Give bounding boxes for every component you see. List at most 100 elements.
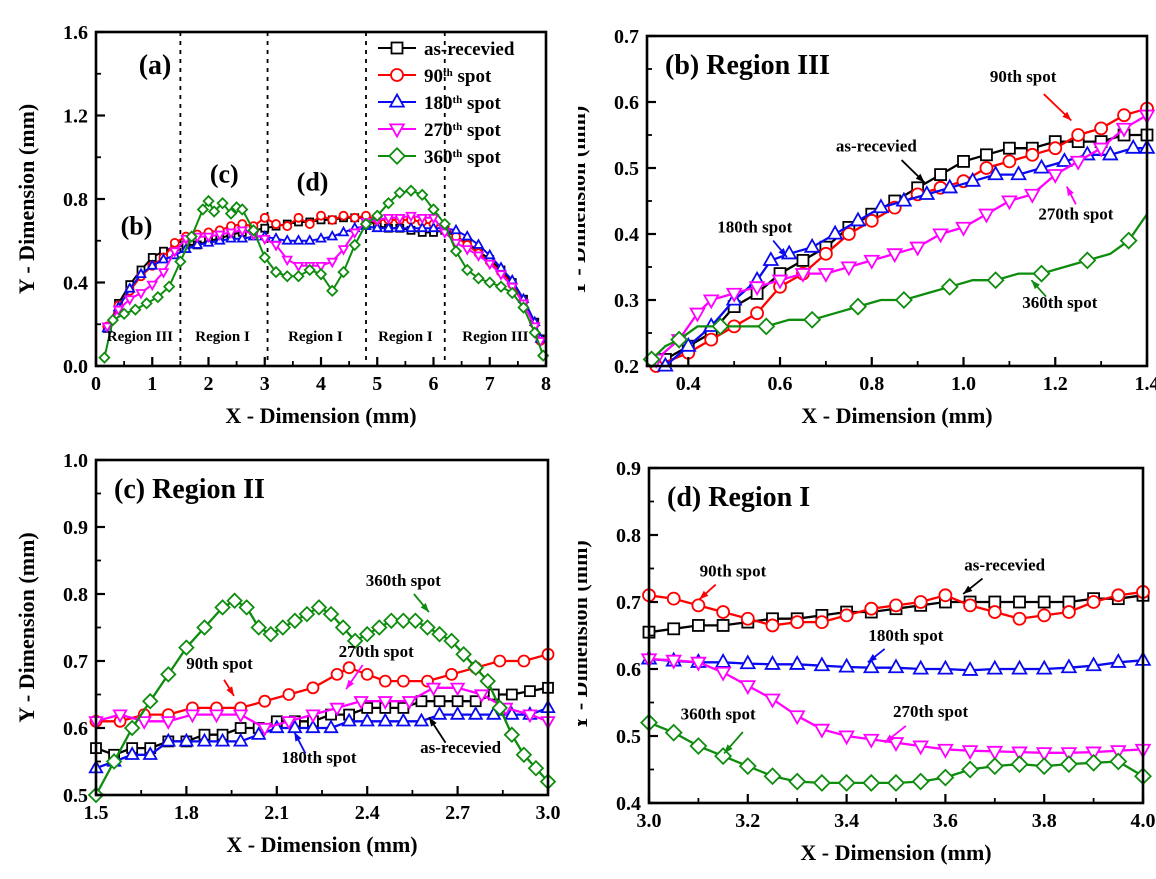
panel-b: 0.4 0.6 0.8 1.0 1.2 1.4 0.2 0.3 0.4 0.5 0.6 0.7 X - … (565, 0, 1156, 445)
triangle-down-marker (748, 281, 766, 297)
triangle-down-marker (887, 737, 905, 753)
circle-marker (1111, 588, 1126, 603)
triangle-up-marker (1010, 165, 1027, 181)
circle-marker (979, 161, 994, 175)
square-marker (1037, 595, 1051, 609)
diamond-marker (449, 245, 463, 258)
square-marker (716, 619, 730, 632)
triangle-down-marker (146, 280, 159, 292)
triangle-up-marker (1085, 656, 1102, 672)
y-tick-label: 0.7 (63, 651, 88, 673)
triangle-down-marker (388, 123, 406, 139)
diamond-marker (837, 773, 856, 792)
series-360th-spot (87, 592, 557, 804)
triangle-up-marker (292, 234, 305, 245)
triangle-up-marker (838, 657, 855, 673)
diamond-marker (1035, 757, 1054, 776)
triangle-up-marker (1109, 652, 1127, 668)
diamond-marker (1119, 231, 1138, 250)
triangle-up-marker (196, 732, 213, 747)
triangle-up-marker (937, 659, 954, 675)
triangle-down-marker (112, 709, 128, 724)
circle-marker (259, 212, 270, 223)
circle-marker (938, 588, 953, 603)
y-tick-label: 0.9 (616, 458, 641, 480)
legend-item-as-recevied: as-recevied (378, 39, 515, 60)
diamond-marker (174, 255, 187, 268)
triangle-up-marker (1101, 145, 1119, 161)
diamond-marker (1078, 251, 1097, 270)
triangle-down-marker (886, 248, 904, 264)
diamond-marker (151, 290, 165, 304)
triangle-up-marker (178, 732, 195, 747)
annotation-arrowhead (1066, 186, 1074, 197)
x-tick-label: 0.4 (676, 373, 701, 395)
square-marker (505, 688, 518, 701)
annotation-label: 90th spot (990, 67, 1057, 86)
triangle-up-marker (912, 659, 930, 675)
diamond-marker (506, 286, 519, 300)
square-marker (692, 619, 705, 632)
circle-marker (293, 212, 304, 223)
triangle-up-marker (461, 229, 474, 241)
triangle-down-marker (764, 693, 781, 709)
y-tick-label: 0.5 (616, 726, 641, 748)
diamond-marker (326, 284, 339, 298)
square-marker (667, 622, 681, 636)
diamond-marker (141, 692, 159, 710)
diamond-marker (455, 646, 472, 663)
legend: as-recevied 90th spot 180th spot 270th spot… (378, 39, 515, 168)
x-tick-label: 1 (147, 373, 157, 395)
triangle-up-marker (191, 238, 204, 249)
annotation-arrowhead (1031, 280, 1040, 290)
triangle-down-marker (461, 245, 474, 256)
circle-marker (304, 219, 315, 229)
triangle-up-marker (146, 259, 159, 270)
circle-marker (378, 674, 392, 688)
triangle-down-marker (382, 213, 395, 225)
triangle-up-marker (862, 658, 880, 674)
annotation-label: 360th spot (681, 704, 756, 723)
triangle-up-marker (236, 232, 249, 243)
annotation-label: 360th spot (1022, 293, 1097, 312)
diamond-marker (419, 619, 436, 636)
annotation-label: 360th spot (366, 571, 441, 590)
annotation-arrowhead (884, 734, 894, 743)
diamond-marker (491, 699, 509, 717)
triangle-down-marker (425, 682, 442, 697)
y-axis-title: Y - Dimension (mm) (578, 106, 590, 296)
circle-marker (327, 214, 338, 225)
triangle-down-marker (184, 709, 201, 724)
x-tick-label: 1.0 (951, 373, 976, 395)
square-marker (980, 148, 993, 162)
diamond-marker (216, 197, 229, 210)
y-tick-label: 0.4 (614, 224, 639, 246)
circle-marker (338, 210, 349, 221)
series-360th-spot (640, 713, 1152, 792)
diamond-marker (431, 625, 448, 643)
annotation-label: 90th spot (700, 562, 767, 581)
triangle-up-marker (1033, 158, 1050, 174)
triangle-down-marker (281, 255, 294, 267)
triangle-down-marker (522, 709, 538, 724)
triangle-up-marker (413, 712, 430, 727)
x-tick-label: 0.6 (768, 373, 793, 395)
triangle-down-marker (986, 745, 1004, 761)
triangle-up-marker (961, 661, 979, 676)
triangle-up-marker (123, 282, 136, 293)
diamond-marker (359, 217, 373, 231)
diamond-marker (224, 207, 238, 220)
panel-c: 1.5 1.8 2.1 2.4 2.7 3.0 0.5 0.6 0.7 0.8 0.9 1.0 X - … (0, 440, 578, 879)
diamond-marker (383, 612, 400, 630)
triangle-up-marker (326, 229, 339, 241)
triangle-up-marker (359, 712, 375, 727)
panel-letter-label: (b) (121, 211, 153, 240)
triangle-up-marker (887, 658, 905, 674)
triangle-down-marker (978, 208, 995, 224)
triangle-down-marker (348, 228, 361, 239)
square-marker (433, 695, 446, 708)
diamond-marker (664, 723, 683, 742)
diamond-marker (940, 277, 959, 296)
circle-marker (841, 227, 856, 241)
diamond-marker (105, 753, 123, 770)
